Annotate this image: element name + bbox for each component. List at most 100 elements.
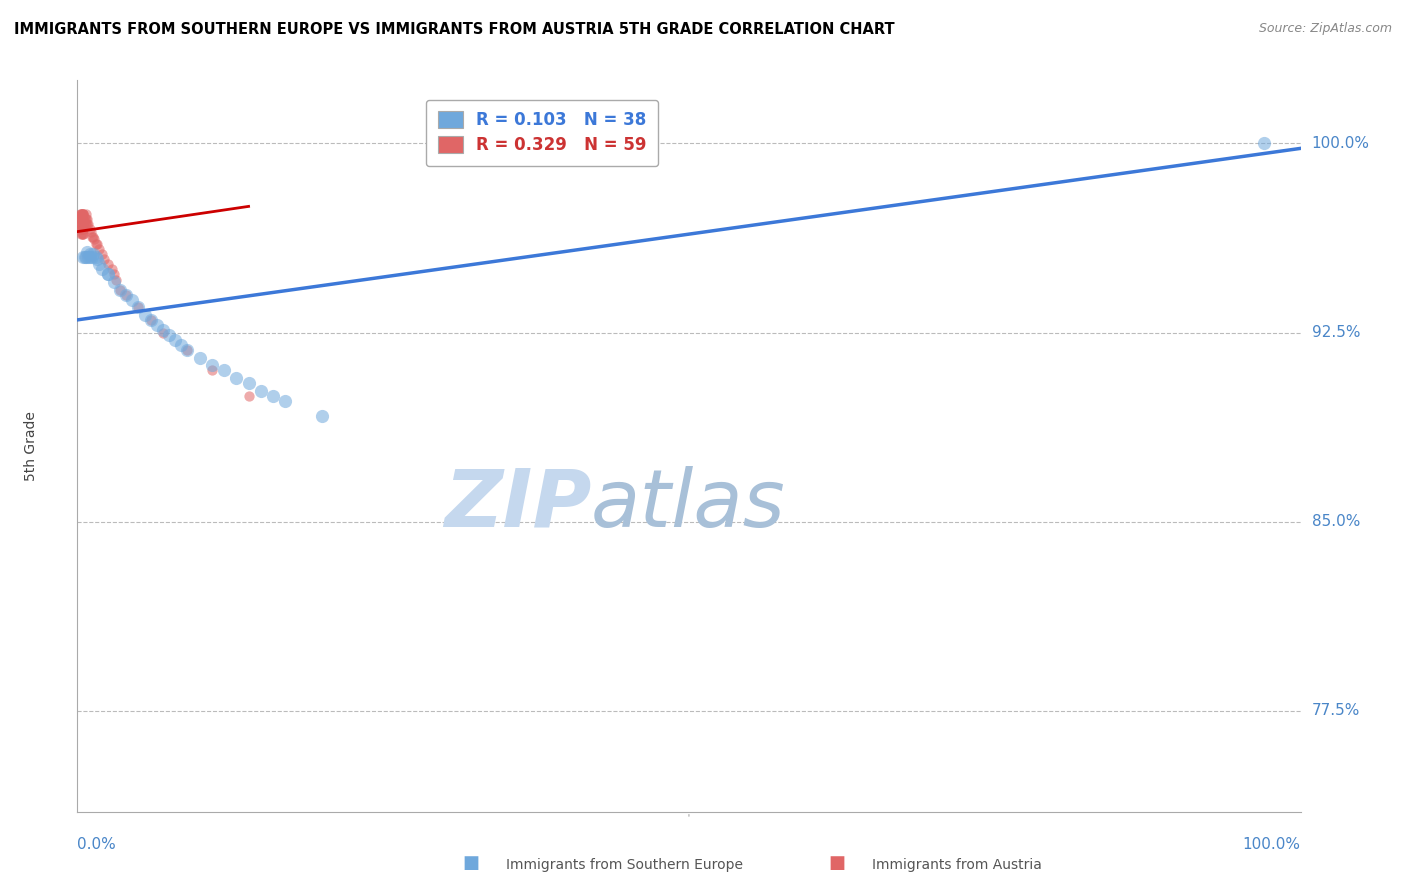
Point <box>70 212 93 227</box>
Point <box>83 232 105 246</box>
Point <box>105 272 128 286</box>
Point <box>77 250 100 264</box>
Text: Source: ZipAtlas.com: Source: ZipAtlas.com <box>1258 22 1392 36</box>
Text: Immigrants from Austria: Immigrants from Austria <box>872 858 1042 872</box>
Point <box>72 217 94 231</box>
Point <box>108 283 131 297</box>
Point <box>72 222 94 236</box>
Point <box>70 207 93 221</box>
Text: 85.0%: 85.0% <box>1312 514 1360 529</box>
Point <box>79 222 101 236</box>
Point <box>86 237 108 252</box>
Point <box>134 308 156 322</box>
Point <box>250 384 273 398</box>
Point <box>89 257 111 271</box>
Point <box>70 207 93 221</box>
Point <box>70 217 93 231</box>
Point <box>69 207 91 221</box>
Point <box>72 212 94 227</box>
Point <box>108 283 131 297</box>
Text: Immigrants from Southern Europe: Immigrants from Southern Europe <box>506 858 744 872</box>
Point <box>84 250 107 264</box>
Point <box>70 227 93 241</box>
Point <box>72 207 94 221</box>
Point <box>82 229 104 244</box>
Point <box>72 250 94 264</box>
Point <box>262 388 284 402</box>
Point <box>115 287 138 301</box>
Point <box>69 217 91 231</box>
Text: ■: ■ <box>463 855 479 872</box>
Point <box>121 293 143 307</box>
Point <box>225 371 247 385</box>
Text: 77.5%: 77.5% <box>1312 703 1360 718</box>
Point <box>127 300 149 314</box>
Point <box>70 222 93 236</box>
Text: 100.0%: 100.0% <box>1243 837 1301 852</box>
Legend: R = 0.103   N = 38, R = 0.329   N = 59: R = 0.103 N = 38, R = 0.329 N = 59 <box>426 100 658 166</box>
Point <box>70 212 93 227</box>
Point <box>72 212 94 227</box>
Point <box>97 257 120 271</box>
Point <box>80 225 103 239</box>
Point <box>73 212 96 227</box>
Point <box>201 363 224 377</box>
Point <box>72 217 94 231</box>
Point <box>212 363 235 377</box>
Point <box>76 217 98 231</box>
Point <box>127 300 149 314</box>
Point <box>1253 136 1275 151</box>
Point <box>75 250 97 264</box>
Text: IMMIGRANTS FROM SOUTHERN EUROPE VS IMMIGRANTS FROM AUSTRIA 5TH GRADE CORRELATION: IMMIGRANTS FROM SOUTHERN EUROPE VS IMMIG… <box>14 22 894 37</box>
Point <box>93 252 115 267</box>
Point <box>238 376 260 390</box>
Point <box>72 227 94 241</box>
Point <box>165 333 187 347</box>
Point <box>152 323 174 337</box>
Point <box>176 343 198 358</box>
Point <box>97 268 120 282</box>
Point <box>73 250 96 264</box>
Point <box>70 222 93 236</box>
Point <box>75 212 97 227</box>
Text: 5th Grade: 5th Grade <box>24 411 38 481</box>
Point <box>139 313 162 327</box>
Point <box>80 229 103 244</box>
Point <box>70 217 93 231</box>
Point <box>70 222 93 236</box>
Point <box>89 242 111 256</box>
Point <box>72 222 94 236</box>
Point <box>90 262 112 277</box>
Text: atlas: atlas <box>591 466 786 543</box>
Point <box>152 326 174 340</box>
Text: 100.0%: 100.0% <box>1312 136 1369 151</box>
Point <box>75 207 97 221</box>
Point <box>70 207 93 221</box>
Point <box>170 338 193 352</box>
Point <box>80 250 103 264</box>
Point <box>146 318 169 332</box>
Point <box>188 351 211 365</box>
Text: ■: ■ <box>828 855 845 872</box>
Point <box>79 250 101 264</box>
Text: 92.5%: 92.5% <box>1312 325 1360 340</box>
Point <box>70 227 93 241</box>
Point <box>103 275 125 289</box>
Point <box>75 217 97 231</box>
Point <box>82 247 104 261</box>
Point <box>84 237 107 252</box>
Point <box>76 244 98 259</box>
Point <box>86 252 108 267</box>
Point <box>73 217 96 231</box>
Point <box>201 359 224 373</box>
Point <box>139 313 162 327</box>
Point <box>157 328 180 343</box>
Point <box>72 207 94 221</box>
Point <box>274 393 297 408</box>
Point <box>311 409 333 423</box>
Point <box>70 212 93 227</box>
Point <box>77 217 100 231</box>
Point <box>79 247 101 261</box>
Point <box>69 212 91 227</box>
Point <box>90 247 112 261</box>
